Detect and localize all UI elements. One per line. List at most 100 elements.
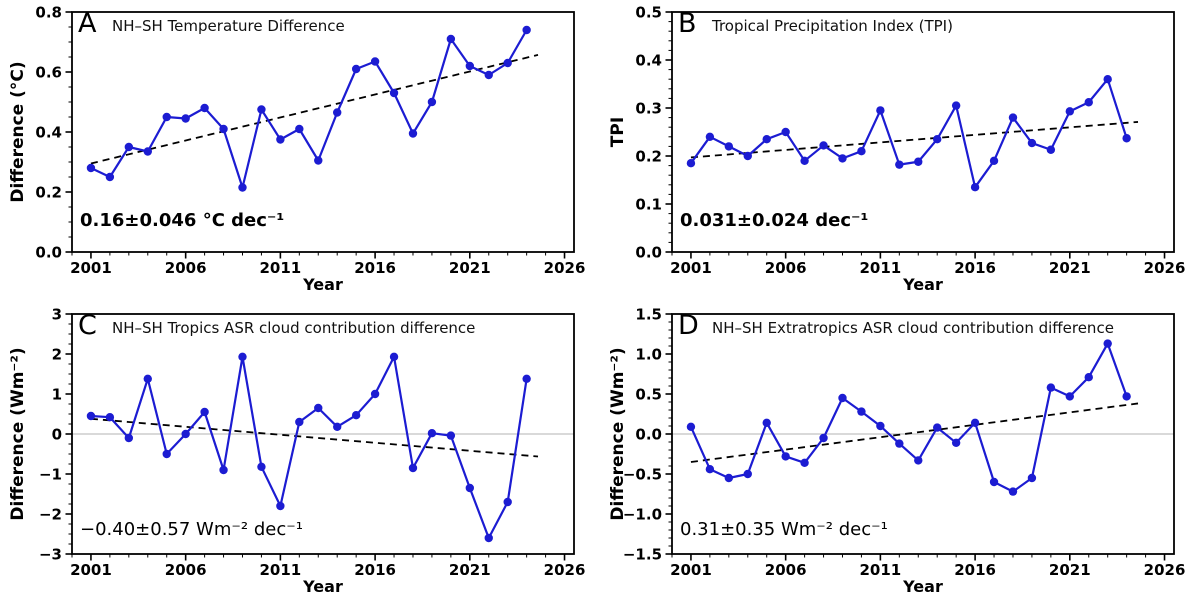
data-point (914, 456, 923, 465)
trend-line (90, 54, 539, 165)
x-tick-label: 2016 (354, 561, 396, 579)
y-tick-label: −0.5 (623, 466, 662, 484)
data-point (686, 422, 696, 431)
data-point (686, 159, 696, 168)
x-axis-ticks: 2001 2006 2011 2016 2021 2026 (70, 554, 585, 579)
data-point (181, 429, 190, 439)
x-axis-ticks: 2001 2006 2011 2016 2021 2026 (70, 252, 585, 277)
data-point (124, 433, 134, 443)
x-axis-minor-ticks (71, 252, 547, 256)
panel-a-y-axis-label: Difference (°C) (8, 61, 28, 203)
y-tick-label: 1.0 (635, 346, 662, 364)
data-point (219, 465, 228, 475)
panel-a-letter: A (78, 8, 97, 39)
plot-frame (671, 11, 1175, 253)
trend-line (90, 417, 539, 458)
x-tick-label: 2021 (1049, 259, 1091, 277)
data-point (333, 108, 342, 117)
panel-b: 2001 2006 2011 2016 2021 2026 0.0 0.1 0.2 0.3 0.4 0… (600, 0, 1200, 302)
y-tick-label: 0.8 (35, 4, 62, 22)
data-point (1065, 107, 1075, 116)
x-tick-label: 2001 (70, 259, 112, 277)
panel-c-trend-annotation: −0.40±0.57 Wm⁻² dec⁻¹ (80, 519, 303, 540)
data-point (876, 421, 885, 431)
x-tick-label: 2001 (670, 259, 712, 277)
data-point (1103, 75, 1112, 84)
data-point (86, 163, 96, 173)
data-point (105, 172, 115, 182)
data-point (522, 374, 531, 383)
panel-c-y-axis-label: Difference (Wm⁻²) (8, 347, 28, 521)
data-point (162, 449, 171, 459)
y-tick-label: 0.0 (635, 244, 662, 262)
x-axis-ticks: 2001 2006 2011 2016 2021 2026 (670, 252, 1185, 277)
x-tick-label: 2011 (860, 259, 902, 277)
data-point (1084, 98, 1093, 107)
y-tick-label: 0.5 (635, 4, 662, 22)
panel-b-letter: B (678, 8, 697, 39)
data-point (446, 431, 456, 440)
y-tick-label: 0.4 (635, 52, 662, 70)
data-points (86, 25, 531, 192)
y-tick-label: 0.1 (635, 196, 662, 214)
y-tick-label: 0.6 (35, 64, 62, 82)
panel-b-trend-annotation: 0.031±0.024 dec⁻¹ (680, 210, 869, 231)
y-axis-minor-ticks (668, 21, 672, 243)
data-point (951, 101, 961, 110)
data-point (1122, 134, 1131, 143)
data-point (1103, 339, 1112, 348)
panel-d-chart-svg: 2001 2006 2011 2016 2021 2026 −1.5 −1.0 −0.5 0.0 0… (623, 306, 1186, 580)
data-point (705, 132, 715, 141)
data-point (1046, 145, 1056, 154)
y-tick-label: 2 (52, 346, 62, 364)
x-axis-minor-ticks (671, 252, 1147, 256)
data-point (914, 157, 923, 166)
y-tick-label: −3 (39, 546, 62, 564)
x-axis-minor-ticks (71, 554, 547, 558)
data-point (351, 411, 361, 420)
x-tick-label: 2016 (954, 259, 996, 277)
x-tick-label: 2021 (449, 561, 491, 579)
data-series-line (89, 355, 528, 540)
x-tick-label: 2006 (765, 561, 807, 579)
y-tick-label: −1.5 (623, 546, 662, 564)
trend-line (690, 402, 1139, 463)
x-tick-label: 2016 (954, 561, 996, 579)
data-point (86, 411, 96, 421)
panel-d-letter: D (678, 310, 699, 341)
data-point (743, 469, 752, 479)
data-point (1065, 392, 1075, 401)
data-point (105, 413, 115, 422)
data-point (162, 112, 171, 122)
data-point (781, 452, 790, 461)
x-tick-label: 2011 (260, 561, 302, 579)
x-tick-label: 2006 (765, 259, 807, 277)
panel-b-x-axis-label: Year (903, 275, 943, 294)
data-point (970, 183, 980, 192)
y-tick-label: 0.5 (635, 386, 662, 404)
y-axis-ticks: 0.0 0.2 0.4 0.6 0.8 (35, 4, 72, 262)
data-point (238, 352, 247, 361)
panel-a-title: NH–SH Temperature Difference (112, 17, 345, 35)
data-point (1027, 138, 1037, 148)
x-tick-label: 2021 (1049, 561, 1091, 579)
y-tick-label: −1 (39, 466, 62, 484)
data-point (724, 473, 734, 483)
y-tick-label: 0.3 (635, 100, 662, 118)
data-point (781, 127, 790, 137)
panel-a-trend-annotation: 0.16±0.046 °C dec⁻¹ (80, 210, 285, 231)
panel-d-title: NH–SH Extratropics ASR cloud contributio… (712, 319, 1114, 337)
data-series-line (89, 28, 528, 189)
panel-d-trend-annotation: 0.31±0.35 Wm⁻² dec⁻¹ (680, 519, 888, 540)
data-point (295, 417, 304, 427)
data-point (1046, 383, 1056, 392)
y-tick-label: 0.4 (35, 124, 62, 142)
y-tick-label: 0.0 (35, 244, 62, 262)
y-axis-minor-ticks (68, 323, 72, 545)
data-point (933, 423, 942, 432)
data-point (762, 135, 771, 144)
x-tick-label: 2011 (260, 259, 302, 277)
data-points (86, 352, 531, 543)
panel-d-x-axis-label: Year (903, 577, 943, 596)
panel-c-title: NH–SH Tropics ASR cloud contribution dif… (112, 319, 476, 337)
